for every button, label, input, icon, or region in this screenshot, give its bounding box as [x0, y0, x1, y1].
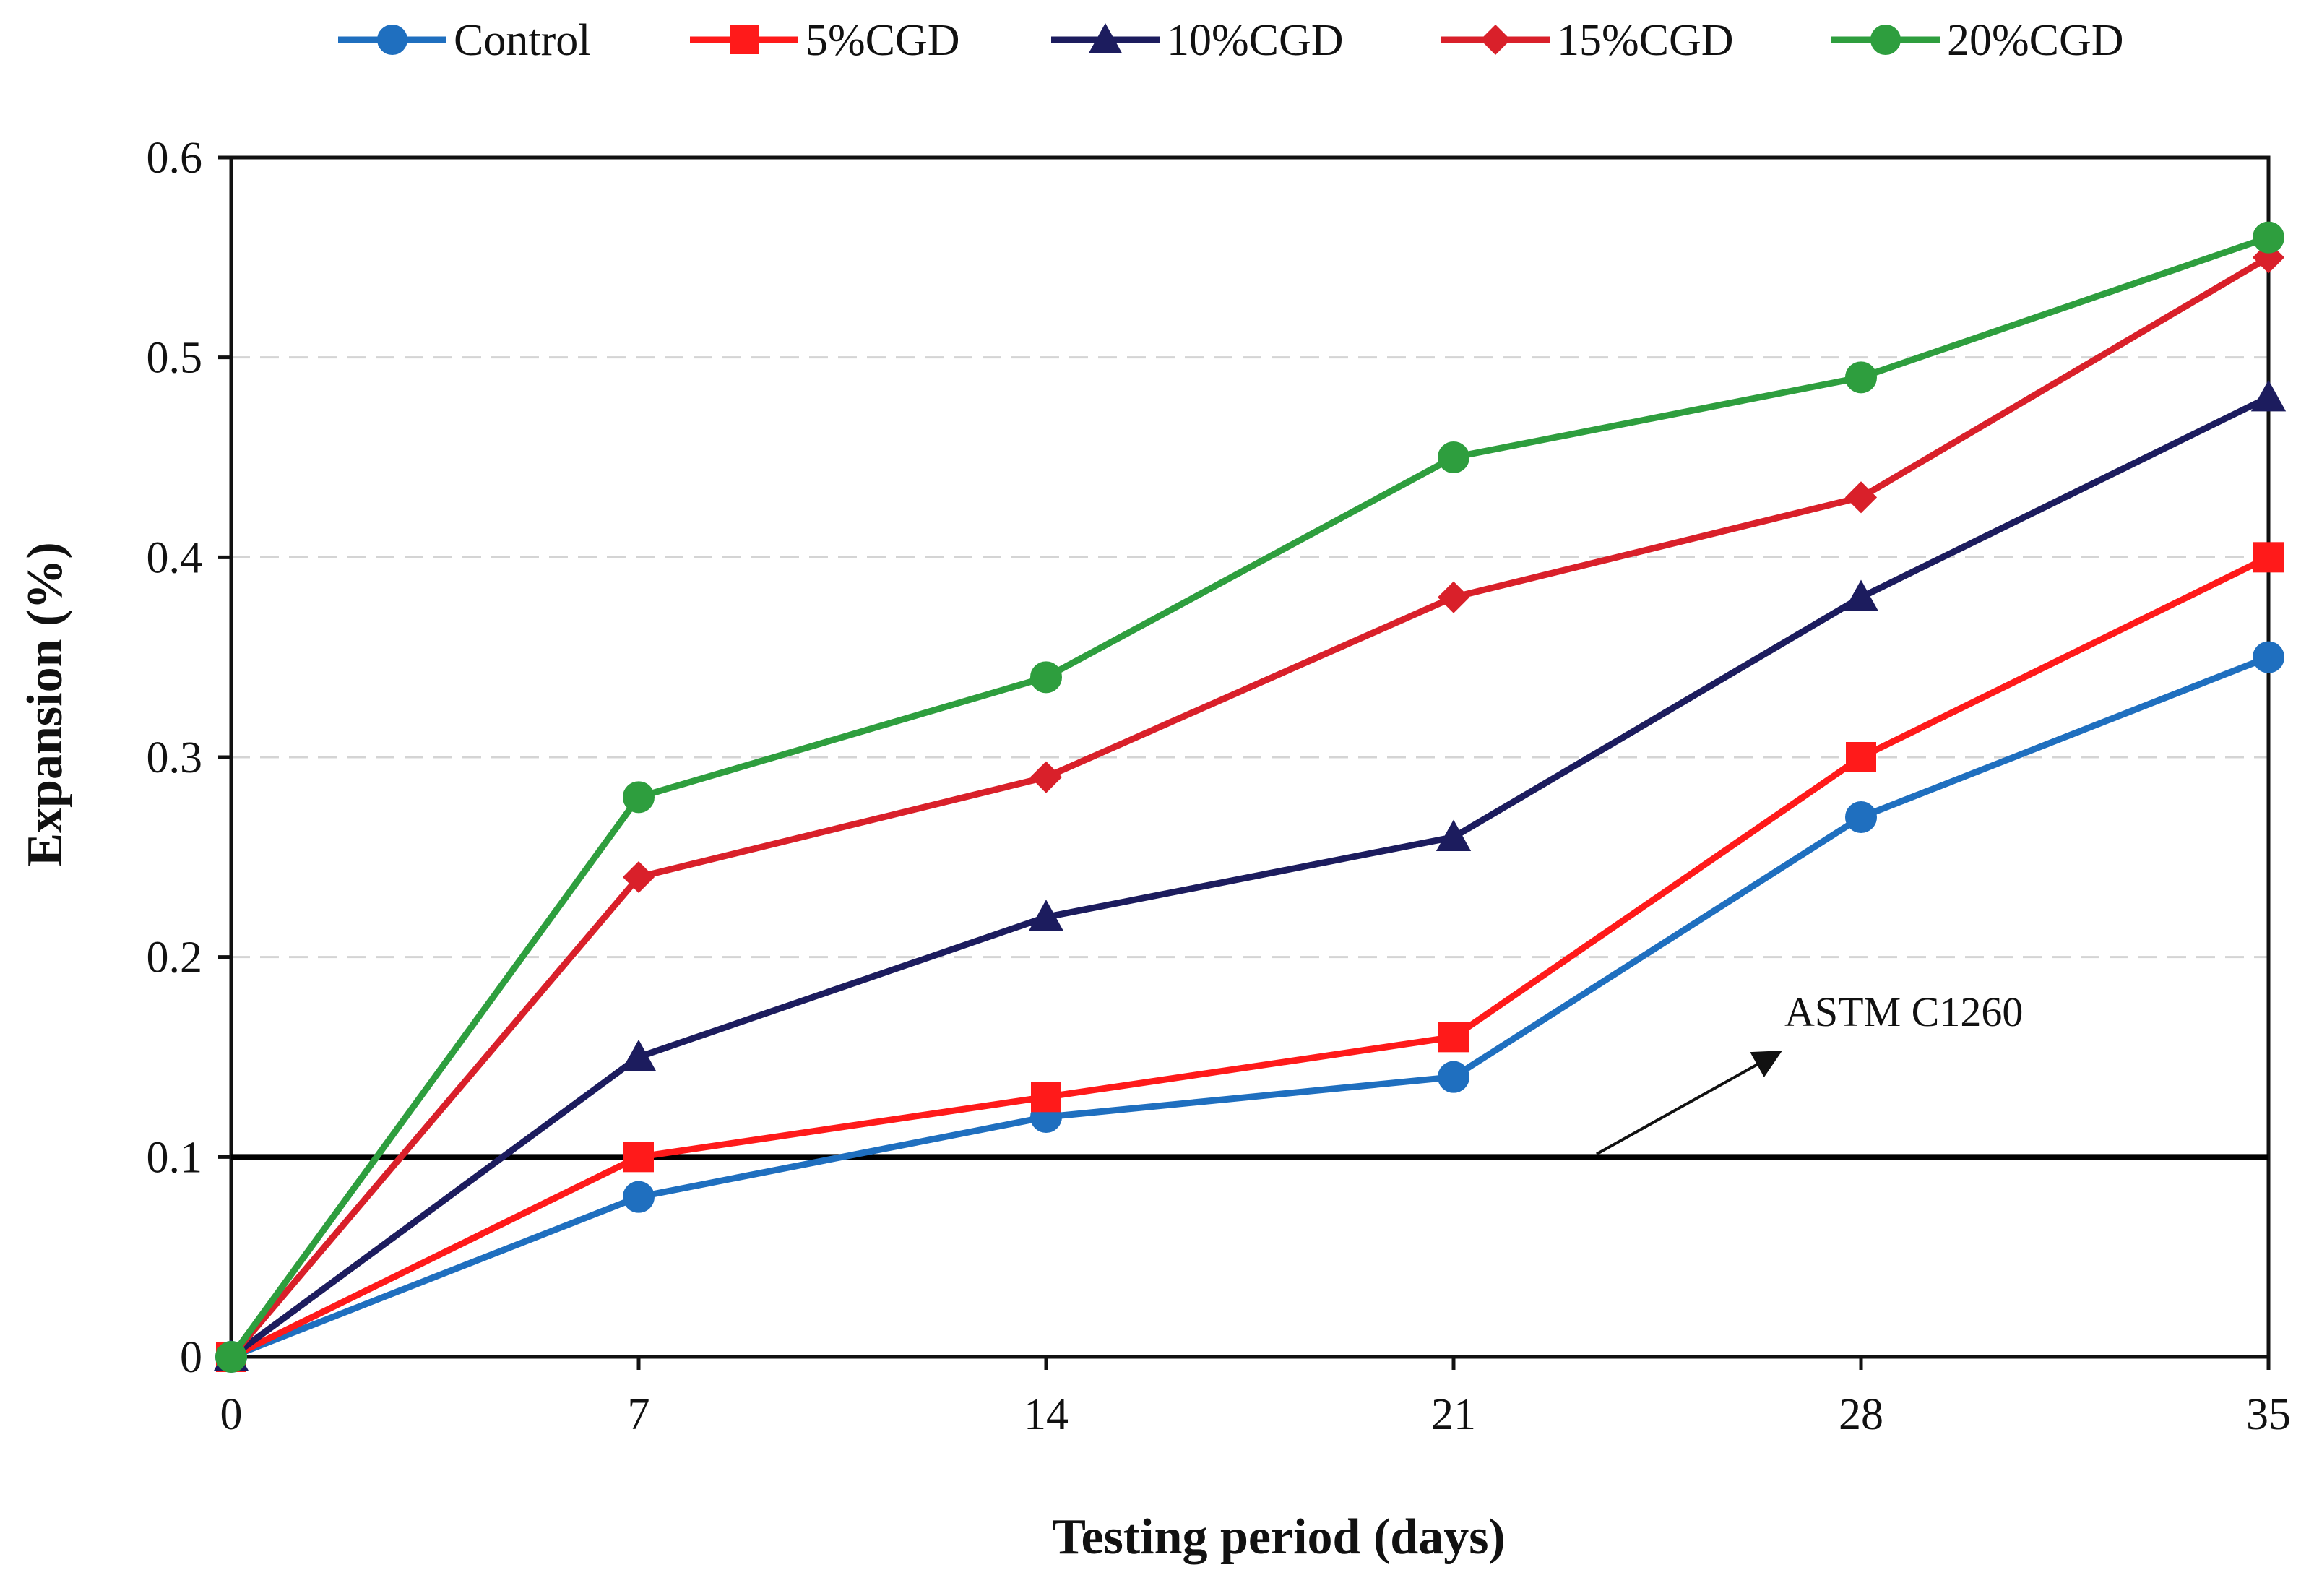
- y-tick-label: 0.5: [147, 334, 203, 383]
- series-line: [230, 654, 2270, 1360]
- y-tick-label: 0.1: [147, 1133, 203, 1182]
- annotation-arrow: [1596, 1051, 1782, 1156]
- y-tick-label: 0.3: [147, 733, 203, 782]
- axes-layer: 0 0.1 0.2 0.3 0.4 0.5 0.6 0 7 14 21 28 35: [147, 134, 2292, 1439]
- data-point: [1845, 801, 1877, 833]
- data-point: [623, 1142, 654, 1173]
- x-tick-label: 21: [1431, 1390, 1476, 1439]
- reference-layer: ASTM C1260: [231, 988, 2268, 1160]
- annotation-label: ASTM C1260: [1784, 988, 2023, 1035]
- data-point: [621, 1039, 657, 1071]
- data-point: [1438, 1022, 1469, 1053]
- data-point: [1844, 481, 1878, 514]
- legend-item: Control: [338, 16, 590, 65]
- y-tick-label: 0.2: [147, 933, 203, 983]
- series-line: [230, 554, 2270, 1360]
- legend-item: 20%CGD: [1831, 16, 2124, 65]
- data-point: [2250, 379, 2287, 412]
- data-point: [2253, 221, 2284, 254]
- legend-swatch-marker: [1480, 25, 1511, 55]
- x-tick-label: 14: [1024, 1390, 1069, 1439]
- legend-item: 15%CGD: [1441, 16, 1734, 65]
- grid-layer: [231, 356, 2268, 1158]
- y-tick-label: 0: [180, 1333, 202, 1382]
- data-point: [1438, 1061, 1469, 1093]
- data-point: [215, 1341, 247, 1373]
- data-point: [2253, 641, 2284, 673]
- series-line: [229, 394, 2270, 1360]
- legend-label: 20%CGD: [1947, 16, 2124, 65]
- x-tick-label: 0: [220, 1390, 243, 1439]
- y-tick-label: 0.6: [147, 134, 203, 183]
- series-line: [228, 234, 2270, 1359]
- x-tick-label: 35: [2246, 1390, 2291, 1439]
- legend-swatch-marker: [1870, 25, 1901, 55]
- data-point: [1843, 579, 1879, 611]
- x-tick-label: 7: [628, 1390, 650, 1439]
- data-point: [1436, 819, 1472, 851]
- data-point: [1028, 900, 1064, 931]
- data-point: [1031, 1082, 1061, 1113]
- series-10-cgd: [213, 379, 2287, 1371]
- data-point: [622, 860, 655, 894]
- series-15-cgd: [215, 241, 2285, 1373]
- legend-swatch-marker: [377, 25, 407, 55]
- legend-swatch-marker: [730, 25, 759, 54]
- data-point: [1438, 441, 1469, 473]
- legend-label: 15%CGD: [1557, 16, 1734, 65]
- legend-label: Control: [454, 16, 590, 65]
- legend-label: 5%CGD: [806, 16, 960, 65]
- y-axis-title: Expansion (%): [17, 542, 73, 866]
- data-point: [623, 1181, 655, 1213]
- legend-swatch-marker: [1089, 23, 1122, 53]
- series-layer: [213, 221, 2287, 1373]
- legend-item: 10%CGD: [1051, 16, 1344, 65]
- data-point: [1845, 361, 1877, 394]
- legend-item: 5%CGD: [690, 16, 960, 65]
- series-5-cgd: [216, 542, 2284, 1372]
- legend-label: 10%CGD: [1167, 16, 1344, 65]
- data-point: [2253, 542, 2284, 573]
- series-line: [228, 254, 2271, 1359]
- y-tick-label: 0.4: [147, 533, 203, 582]
- data-point: [1846, 742, 1876, 772]
- legend: Control 5%CGD 10%CGD 15%CGD 20%CGD: [338, 16, 2124, 65]
- series-20-cgd: [215, 221, 2284, 1373]
- x-tick-label: 28: [1839, 1390, 1883, 1439]
- data-point: [1030, 661, 1062, 694]
- data-point: [1437, 581, 1470, 613]
- x-axis-title: Testing period (days): [1052, 1509, 1506, 1565]
- data-point: [623, 781, 655, 814]
- data-point: [1029, 761, 1063, 793]
